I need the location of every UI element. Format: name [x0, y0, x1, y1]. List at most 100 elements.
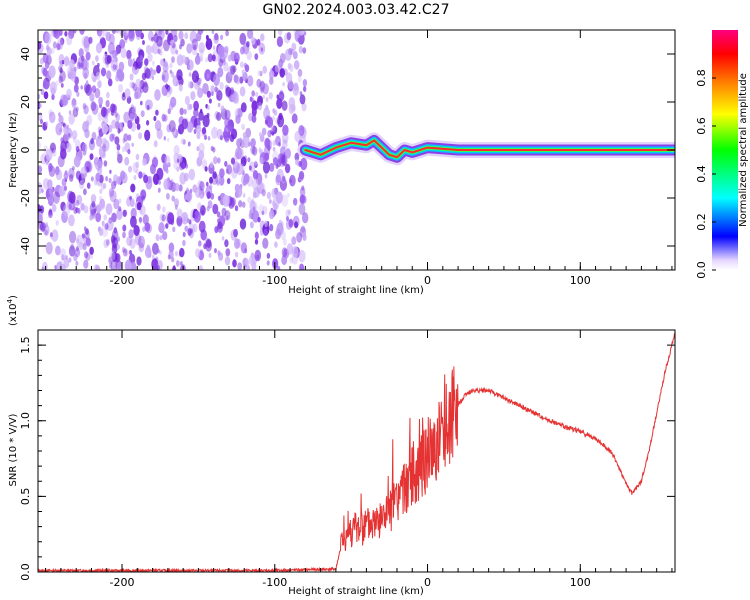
- x-tick-label: -100: [262, 274, 287, 287]
- noise-speckle: [257, 70, 261, 77]
- noise-speckle: [138, 235, 145, 249]
- noise-speckle: [159, 235, 163, 241]
- noise-speckle: [179, 107, 184, 116]
- noise-speckle: [119, 30, 127, 37]
- noise-speckle: [38, 203, 41, 214]
- noise-speckle: [151, 157, 159, 168]
- noise-speckle: [82, 242, 87, 251]
- x-tick-label: 0: [424, 576, 431, 589]
- noise-speckle: [287, 193, 290, 198]
- noise-speckle: [101, 123, 109, 135]
- noise-speckle: [44, 32, 52, 45]
- noise-speckle: [198, 265, 204, 270]
- noise-speckle: [216, 221, 223, 233]
- noise-speckle: [64, 55, 70, 64]
- noise-speckle: [188, 72, 192, 77]
- noise-speckle: [268, 70, 275, 80]
- noise-speckle: [95, 172, 101, 182]
- noise-speckle: [266, 260, 270, 266]
- noise-speckle: [218, 252, 224, 261]
- noise-speckle: [171, 127, 177, 136]
- noise-speckle: [250, 138, 256, 148]
- noise-speckle: [226, 178, 231, 185]
- noise-speckle: [294, 131, 301, 143]
- noise-speckle: [182, 239, 186, 247]
- noise-speckle: [61, 254, 65, 261]
- noise-speckle: [253, 100, 259, 110]
- noise-speckle: [116, 261, 122, 270]
- noise-speckle: [207, 200, 213, 209]
- noise-speckle: [285, 72, 293, 84]
- noise-speckle: [60, 201, 66, 212]
- noise-speckle: [58, 115, 64, 125]
- noise-speckle: [252, 206, 256, 212]
- noise-speckle: [159, 213, 165, 222]
- noise-speckle: [108, 263, 113, 269]
- noise-speckle: [60, 94, 67, 107]
- noise-speckle: [90, 101, 97, 112]
- noise-speckle: [128, 229, 134, 239]
- noise-speckle: [196, 124, 202, 134]
- noise-speckle: [58, 75, 63, 84]
- noise-speckle: [79, 30, 85, 35]
- noise-speckle: [225, 248, 231, 257]
- noise-speckle: [77, 208, 81, 215]
- noise-speckle: [108, 187, 114, 198]
- noise-speckle: [54, 30, 61, 40]
- noise-speckle: [109, 190, 117, 203]
- noise-speckle: [75, 207, 79, 214]
- noise-speckle: [254, 249, 262, 262]
- noise-speckle: [228, 197, 235, 209]
- noise-speckle: [220, 34, 224, 40]
- noise-speckle: [241, 123, 245, 131]
- noise-speckle: [97, 62, 100, 68]
- noise-speckle: [136, 201, 142, 211]
- noise-speckle: [132, 83, 138, 92]
- noise-speckle: [60, 83, 64, 88]
- noise-speckle: [201, 210, 205, 216]
- noise-speckle: [279, 68, 286, 78]
- noise-speckle: [136, 256, 142, 266]
- noise-speckle: [172, 265, 177, 270]
- noise-speckle: [130, 261, 137, 270]
- noise-speckle: [52, 149, 57, 157]
- noise-speckle: [168, 249, 174, 260]
- noise-speckle: [169, 62, 173, 69]
- noise-speckle: [144, 246, 152, 259]
- noise-speckle: [38, 182, 43, 195]
- noise-speckle: [114, 136, 120, 145]
- noise-speckle: [80, 166, 88, 179]
- noise-speckle: [70, 243, 75, 251]
- noise-speckle: [210, 145, 214, 152]
- noise-speckle: [192, 223, 198, 233]
- y-tick-label: 0.0: [19, 563, 32, 581]
- noise-speckle: [47, 195, 54, 207]
- noise-speckle: [163, 60, 168, 68]
- noise-speckle: [186, 187, 190, 193]
- noise-speckle: [82, 67, 89, 79]
- noise-speckle: [140, 110, 145, 118]
- noise-speckle: [111, 133, 116, 140]
- noise-speckle: [131, 142, 134, 147]
- noise-speckle: [142, 40, 145, 45]
- noise-speckle: [83, 259, 89, 269]
- noise-speckle: [157, 187, 161, 193]
- noise-speckle: [230, 157, 236, 165]
- noise-speckle: [89, 246, 94, 255]
- noise-speckle: [254, 231, 259, 240]
- noise-speckle: [260, 33, 265, 42]
- noise-speckle: [81, 233, 85, 239]
- noise-speckle: [51, 229, 59, 242]
- noise-speckle: [198, 240, 202, 247]
- noise-speckle: [163, 136, 166, 141]
- noise-speckle: [108, 177, 112, 183]
- noise-speckle: [298, 45, 303, 54]
- noise-speckle: [88, 36, 93, 44]
- noise-speckle: [128, 165, 132, 173]
- noise-speckle: [135, 153, 140, 161]
- noise-speckle: [179, 172, 187, 185]
- noise-speckle: [198, 142, 205, 154]
- noise-speckle: [238, 163, 245, 175]
- noise-speckle: [207, 53, 213, 63]
- noise-speckle: [206, 238, 212, 248]
